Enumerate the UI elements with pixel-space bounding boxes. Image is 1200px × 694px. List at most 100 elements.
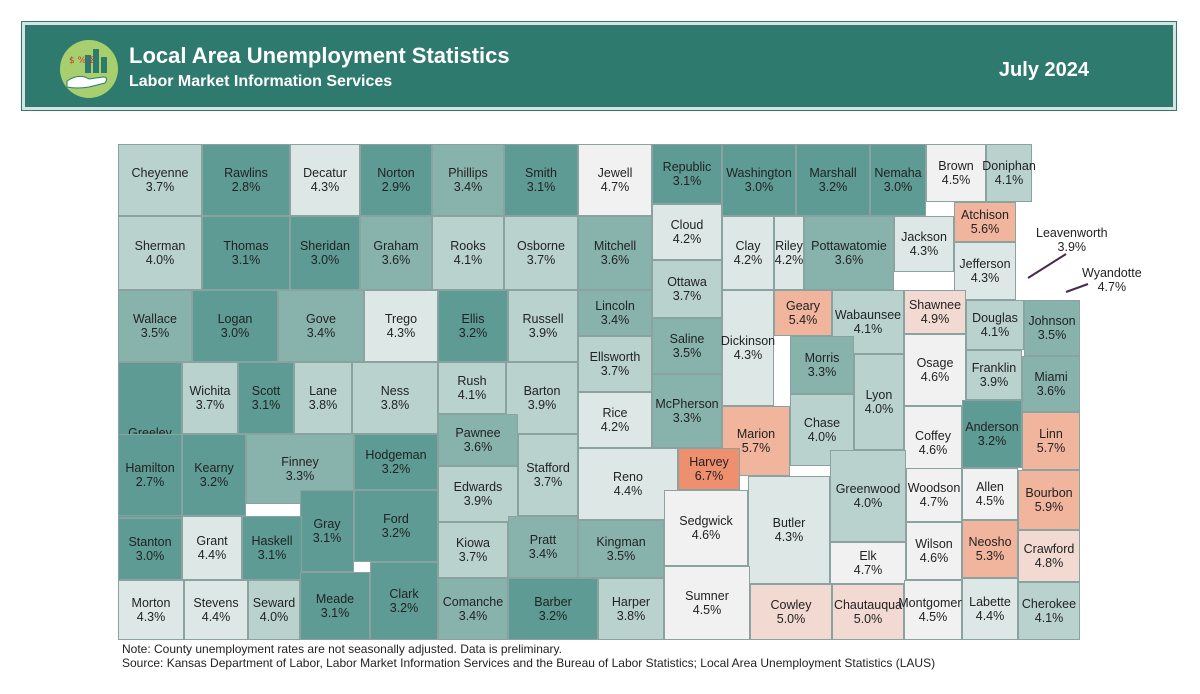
county-crawford[interactable]: Crawford 4.8%: [1018, 530, 1080, 582]
county-decatur[interactable]: Decatur 4.3%: [290, 144, 360, 216]
county-rawlins[interactable]: Rawlins 2.8%: [202, 144, 290, 216]
county-kearny[interactable]: Kearny 3.2%: [182, 434, 246, 516]
page-subtitle: Labor Market Information Services: [129, 73, 393, 90]
county-scott[interactable]: Scott 3.1%: [238, 362, 294, 434]
county-neosho[interactable]: Neosho 5.3%: [962, 520, 1018, 578]
county-linn[interactable]: Linn 5.7%: [1022, 412, 1080, 470]
county-stafford[interactable]: Stafford 3.7%: [518, 434, 578, 516]
county-lane[interactable]: Lane 3.8%: [294, 362, 352, 434]
county-jewell[interactable]: Jewell 4.7%: [578, 144, 652, 216]
county-pratt[interactable]: Pratt 3.4%: [508, 516, 578, 578]
county-wilson[interactable]: Wilson 4.6%: [906, 522, 962, 580]
county-geary[interactable]: Geary 5.4%: [774, 290, 832, 336]
county-rice[interactable]: Rice 4.2%: [578, 392, 652, 448]
county-russell[interactable]: Russell 3.9%: [508, 290, 578, 362]
county-washington[interactable]: Washington 3.0%: [722, 144, 796, 216]
county-seward[interactable]: Seward 4.0%: [248, 580, 300, 640]
county-meade[interactable]: Meade 3.1%: [300, 572, 370, 640]
county-nemaha[interactable]: Nemaha 3.0%: [870, 144, 926, 216]
county-wallace[interactable]: Wallace 3.5%: [118, 290, 192, 362]
county-greenwood[interactable]: Greenwood 4.0%: [830, 450, 906, 542]
county-labette[interactable]: Labette 4.4%: [962, 578, 1018, 640]
county-osborne[interactable]: Osborne 3.7%: [504, 216, 578, 290]
county-pottawatomie[interactable]: Pottawatomie 3.6%: [804, 216, 894, 290]
county-rooks[interactable]: Rooks 4.1%: [432, 216, 504, 290]
county-phillips[interactable]: Phillips 3.4%: [432, 144, 504, 216]
county-bourbon[interactable]: Bourbon 5.9%: [1018, 470, 1080, 530]
county-douglas[interactable]: Douglas 4.1%: [966, 300, 1024, 350]
county-barber[interactable]: Barber 3.2%: [508, 578, 598, 640]
county-lyon[interactable]: Lyon 4.0%: [854, 354, 904, 450]
county-chautauqua[interactable]: Chautauqua 5.0%: [832, 584, 904, 640]
county-grant[interactable]: Grant 4.4%: [182, 516, 242, 580]
county-miami[interactable]: Miami 3.6%: [1022, 356, 1080, 412]
county-marshall[interactable]: Marshall 3.2%: [796, 144, 870, 216]
county-cheyenne[interactable]: Cheyenne 3.7%: [118, 144, 202, 216]
county-republic[interactable]: Republic 3.1%: [652, 144, 722, 204]
county-pawnee[interactable]: Pawnee 3.6%: [438, 414, 518, 466]
county-kiowa[interactable]: Kiowa 3.7%: [438, 522, 508, 578]
county-gray[interactable]: Gray 3.1%: [300, 490, 354, 572]
county-sedgwick[interactable]: Sedgwick 4.6%: [664, 490, 748, 566]
county-woodson[interactable]: Woodson 4.7%: [906, 468, 962, 522]
county-ford[interactable]: Ford 3.2%: [354, 490, 438, 562]
county-doniphan[interactable]: Doniphan 4.1%: [982, 144, 1036, 202]
county-morris[interactable]: Morris 3.3%: [790, 336, 854, 394]
county-haskell[interactable]: Haskell 3.1%: [242, 516, 302, 580]
county-cowley[interactable]: Cowley 5.0%: [750, 584, 832, 640]
county-butler[interactable]: Butler 4.3%: [748, 476, 830, 584]
county-montgomery[interactable]: Montgomery 4.5%: [898, 580, 968, 640]
county-elk[interactable]: Elk 4.7%: [830, 542, 906, 584]
county-rate: 3.0%: [220, 326, 250, 340]
county-mitchell[interactable]: Mitchell 3.6%: [578, 216, 652, 290]
county-riley[interactable]: Riley 4.2%: [774, 216, 804, 290]
county-jefferson[interactable]: Jefferson 4.3%: [954, 242, 1016, 300]
county-comanche[interactable]: Comanche 3.4%: [438, 578, 508, 640]
county-hodgeman[interactable]: Hodgeman 3.2%: [354, 434, 438, 490]
county-sheridan[interactable]: Sheridan 3.0%: [290, 216, 360, 290]
county-ellsworth[interactable]: Ellsworth 3.7%: [578, 336, 652, 392]
county-cloud[interactable]: Cloud 4.2%: [652, 204, 722, 260]
county-rush[interactable]: Rush 4.1%: [438, 362, 506, 414]
county-sumner[interactable]: Sumner 4.5%: [664, 566, 750, 640]
county-smith[interactable]: Smith 3.1%: [504, 144, 578, 216]
county-graham[interactable]: Graham 3.6%: [360, 216, 432, 290]
county-anderson[interactable]: Anderson 3.2%: [962, 400, 1022, 468]
county-harper[interactable]: Harper 3.8%: [598, 578, 664, 640]
county-cherokee[interactable]: Cherokee 4.1%: [1018, 582, 1080, 640]
county-harvey[interactable]: Harvey 6.7%: [678, 448, 740, 490]
county-clark[interactable]: Clark 3.2%: [370, 562, 438, 640]
county-ness[interactable]: Ness 3.8%: [352, 362, 438, 434]
county-lincoln[interactable]: Lincoln 3.4%: [578, 290, 652, 336]
county-edwards[interactable]: Edwards 3.9%: [438, 466, 518, 522]
county-sherman[interactable]: Sherman 4.0%: [118, 216, 202, 290]
county-osage[interactable]: Osage 4.6%: [904, 334, 966, 406]
county-hamilton[interactable]: Hamilton 2.7%: [118, 434, 182, 516]
county-stanton[interactable]: Stanton 3.0%: [118, 518, 182, 580]
county-barton[interactable]: Barton 3.9%: [506, 362, 578, 434]
county-logan[interactable]: Logan 3.0%: [192, 290, 278, 362]
county-stevens[interactable]: Stevens 4.4%: [184, 580, 248, 640]
county-allen[interactable]: Allen 4.5%: [962, 468, 1018, 520]
county-mcpherson[interactable]: McPherson 3.3%: [652, 374, 722, 448]
county-reno[interactable]: Reno 4.4%: [578, 448, 678, 520]
county-gove[interactable]: Gove 3.4%: [278, 290, 364, 362]
county-dickinson[interactable]: Dickinson 4.3%: [721, 290, 775, 406]
county-coffey[interactable]: Coffey 4.6%: [904, 406, 962, 480]
county-saline[interactable]: Saline 3.5%: [652, 318, 722, 374]
county-trego[interactable]: Trego 4.3%: [364, 290, 438, 362]
county-norton[interactable]: Norton 2.9%: [360, 144, 432, 216]
county-morton[interactable]: Morton 4.3%: [118, 580, 184, 640]
county-jackson[interactable]: Jackson 4.3%: [894, 216, 954, 272]
county-wichita[interactable]: Wichita 3.7%: [182, 362, 238, 434]
county-shawnee[interactable]: Shawnee 4.9%: [904, 290, 966, 334]
county-thomas[interactable]: Thomas 3.1%: [202, 216, 290, 290]
county-atchison[interactable]: Atchison 5.6%: [954, 202, 1016, 242]
county-ottawa[interactable]: Ottawa 3.7%: [652, 260, 722, 318]
county-brown[interactable]: Brown 4.5%: [926, 144, 986, 202]
county-clay[interactable]: Clay 4.2%: [722, 216, 774, 290]
county-franklin[interactable]: Franklin 3.9%: [966, 350, 1022, 400]
county-kingman[interactable]: Kingman 3.5%: [578, 520, 664, 578]
county-ellis[interactable]: Ellis 3.2%: [438, 290, 508, 362]
county-johnson[interactable]: Johnson 3.5%: [1024, 300, 1080, 356]
